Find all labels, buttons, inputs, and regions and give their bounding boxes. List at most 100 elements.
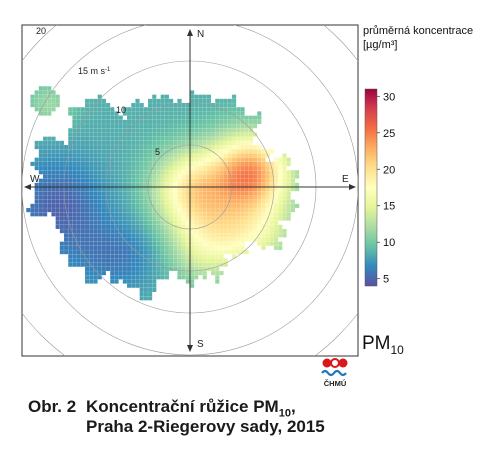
heat-cell [84,186,90,192]
heat-cell [118,262,123,267]
heat-cell [131,191,136,196]
heat-cell [269,182,275,188]
heat-cell [84,224,90,230]
heat-cell [160,228,165,234]
heat-cell [143,245,149,251]
heat-cell [290,182,296,188]
heat-cell [185,212,191,217]
heat-cell [118,182,123,188]
heat-cell [55,220,60,225]
heat-cell [257,170,262,175]
heat-cell [261,153,266,158]
heat-cell [248,153,254,158]
heat-cell [84,279,90,284]
heat-cell [63,224,69,230]
heat-cell [89,165,94,171]
heat-cell [194,241,199,246]
heat-cell [80,107,86,112]
heat-cell [210,161,216,167]
heat-cell [219,207,224,213]
heat-cell [93,132,98,137]
heat-cell [110,258,115,263]
heat-cell [194,262,199,267]
heat-cell [210,249,216,255]
heat-cell [269,241,275,246]
heat-cell [47,157,52,162]
heat-cell [131,203,136,209]
figure-caption-line-2: Praha 2-Riegerovy sady, 2015 [86,417,325,436]
heat-cell [101,191,107,196]
heat-cell [89,275,94,280]
heat-cell [72,157,77,162]
heat-cell [231,241,237,246]
heat-cell [76,203,81,209]
heat-cell [143,174,149,179]
heat-cell [286,212,291,217]
heat-cell [278,161,283,167]
heat-cell [223,195,228,200]
heat-cell [59,182,65,188]
heat-cell [93,279,98,284]
heat-cell [42,144,48,150]
heat-cell [156,98,161,104]
heat-cell [231,203,237,209]
heat-cell [114,170,119,175]
heat-cell [59,153,65,158]
heat-cell [143,249,149,255]
heat-cell [215,144,220,150]
heat-cell [84,199,90,204]
heat-cell [231,182,237,188]
heat-cell [118,178,123,183]
heat-cell [76,132,81,137]
heat-cell [231,98,237,104]
heat-cell [181,161,186,167]
heat-cell [223,203,228,209]
heat-cell [59,249,65,255]
heat-cell [231,220,237,225]
heat-cell [177,132,182,137]
heat-cell [152,111,157,116]
heat-cell [273,157,279,162]
heat-cell [177,262,182,267]
heat-cell [147,195,153,200]
heat-cell [118,165,123,171]
heat-cell [131,165,136,171]
heat-cell [97,119,102,125]
heat-cell [202,241,207,246]
heat-cell [173,115,178,120]
heat-cell [139,296,144,301]
heat-cell [252,165,258,171]
heat-cell [257,165,262,171]
heat-cell [168,258,174,263]
heat-cell [76,119,81,125]
heat-cell [34,195,39,200]
heat-cell [231,94,237,99]
heat-cell [244,199,249,204]
heat-cell [84,98,90,104]
heat-cell [34,102,39,108]
heat-cell [139,275,144,280]
heat-cell [257,212,262,217]
heat-cell [97,237,102,242]
heat-cell [173,258,178,263]
heat-cell [89,228,94,234]
heat-cell [168,191,174,196]
heat-cell [59,161,65,167]
heat-cell [240,199,245,204]
heat-cell [135,233,140,238]
heat-cell [257,199,262,204]
heat-cell [231,174,237,179]
heat-cell [194,119,199,125]
heat-cell [122,258,128,263]
heat-cell [143,165,149,171]
heat-cell [177,161,182,167]
heat-cell [131,170,136,175]
heat-cell [223,191,228,196]
heat-cell [76,254,81,259]
heat-cell [135,254,140,259]
heat-cell [34,186,39,192]
heat-cell [131,199,136,204]
heat-cell [177,241,182,246]
heat-cell [185,115,191,120]
heat-cell [282,186,287,192]
